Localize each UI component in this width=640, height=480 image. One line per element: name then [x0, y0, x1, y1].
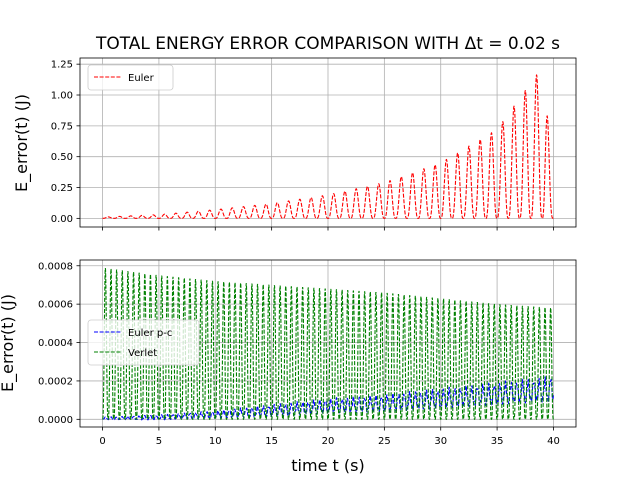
legend-label: Euler: [128, 73, 155, 84]
legend-label: Verlet: [128, 348, 157, 359]
x-tick-label: 5: [156, 436, 162, 447]
x-tick-label: 30: [434, 436, 447, 447]
x-tick-label: 15: [265, 436, 278, 447]
legend-label: Euler p-c: [128, 328, 172, 339]
y-tick-label: 0.0004: [38, 338, 73, 349]
legend-box: [87, 319, 200, 366]
x-tick-label: 40: [547, 436, 560, 447]
x-tick-label: 20: [322, 436, 335, 447]
top-ticks: 0.00 0.25 0.50 0.75 1.00 1.25: [51, 60, 554, 231]
y-tick-label: 0.0000: [38, 415, 73, 426]
chart-title: TOTAL ENERGY ERROR COMPARISON WITH Δt = …: [95, 34, 560, 54]
bottom-panel: 0 5 10 15 20 25 30 35 40 0.0000 0.0002 0.0004 0.0006…: [0, 259, 577, 475]
x-axis-label: time t (s): [291, 456, 364, 475]
y-tick-label: 0.25: [51, 183, 73, 194]
bottom-legend: Euler p-c Verlet: [87, 319, 200, 366]
y-tick-label: 0.0008: [38, 261, 73, 272]
y-tick-label: 1.25: [51, 60, 73, 71]
x-tick-label: 0: [99, 436, 105, 447]
series-line-euler-p-c: [102, 375, 554, 421]
y-tick-label: 0.0006: [38, 300, 73, 311]
y-tick-label: 0.75: [51, 121, 73, 132]
x-tick-label: 25: [378, 436, 391, 447]
x-tick-label: 35: [491, 436, 504, 447]
bottom-y-axis-label: E_error(t) (J): [0, 294, 18, 392]
series-line-euler: [102, 74, 554, 219]
y-tick-label: 0.50: [51, 152, 73, 163]
y-tick-label: 1.00: [51, 91, 73, 102]
bottom-ticks: 0 5 10 15 20 25 30 35 40 0.0000 0.0002 0.0004 0.0006…: [38, 261, 560, 447]
y-tick-label: 0.00: [51, 214, 73, 225]
top-legend: Euler: [87, 64, 174, 91]
top-y-axis-label: E_error(t) (J): [12, 94, 32, 192]
top-panel: 0.000.250.500.751.001.25 E_error(t) (J) …: [12, 57, 577, 231]
x-tick-label: 10: [209, 436, 222, 447]
top-series: [102, 74, 554, 219]
legend-box: [87, 64, 174, 91]
y-tick-label: 0.0002: [38, 376, 73, 387]
